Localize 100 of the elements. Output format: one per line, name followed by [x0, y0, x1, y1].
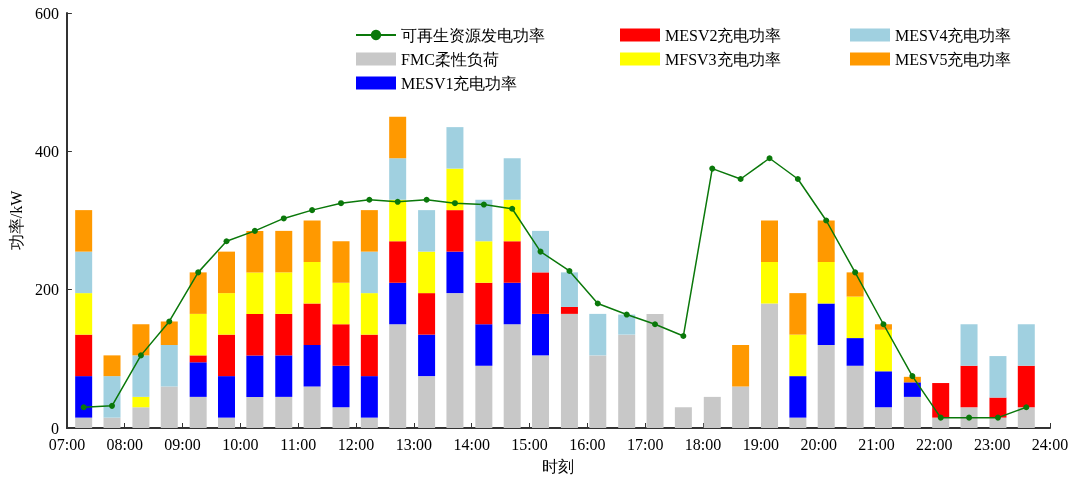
bar: [218, 334, 236, 377]
bar: [761, 262, 779, 304]
bar: [103, 376, 121, 418]
bar: [446, 168, 464, 211]
bar: [874, 407, 892, 428]
point: [423, 196, 430, 203]
bar: [246, 230, 264, 273]
bar: [160, 321, 178, 345]
bar: [275, 396, 293, 428]
x-axis-title: 时刻: [542, 457, 575, 475]
bar: [132, 407, 150, 428]
bar: [189, 272, 207, 314]
bar: [389, 324, 407, 428]
bar: [817, 345, 835, 428]
bar: [761, 303, 779, 428]
bar: [989, 417, 1007, 428]
x-tick-label: 24:00: [1031, 435, 1069, 453]
x-tick-label: 15:00: [511, 435, 548, 453]
bar: [618, 314, 636, 335]
bar: [846, 338, 864, 366]
bar: [418, 376, 436, 428]
bar: [446, 210, 464, 252]
bar: [932, 383, 950, 418]
x-tick-label: 13:00: [395, 435, 433, 453]
point: [480, 201, 487, 208]
x-tick-label: 18:00: [684, 435, 722, 453]
bar: [503, 241, 521, 283]
bar: [560, 306, 578, 314]
point: [366, 196, 373, 203]
bar: [817, 303, 835, 345]
bar: [618, 334, 636, 428]
bar: [674, 407, 692, 428]
bar: [360, 293, 378, 335]
bar: [761, 220, 779, 262]
bar: [532, 272, 550, 314]
bar: [103, 355, 121, 377]
bar: [475, 199, 493, 242]
point: [394, 198, 401, 205]
bar: [303, 303, 321, 345]
bar: [218, 376, 236, 418]
point: [166, 318, 173, 325]
bar: [1017, 407, 1035, 428]
x-tick-label: 14:00: [453, 435, 490, 453]
bar: [874, 371, 892, 408]
bar: [475, 282, 493, 325]
bar: [903, 382, 921, 397]
bar: [132, 355, 150, 397]
y-tick-label: 400: [34, 142, 59, 160]
legend-label: MESV5充电功率: [895, 50, 1012, 68]
bar: [503, 158, 521, 200]
bar: [275, 313, 293, 356]
bar: [532, 313, 550, 356]
bar: [418, 251, 436, 294]
point: [766, 155, 773, 162]
bar: [389, 158, 407, 200]
x-tick-label: 19:00: [742, 435, 780, 453]
point: [223, 238, 230, 245]
point: [823, 217, 830, 224]
bar: [989, 356, 1007, 398]
bar: [246, 313, 264, 356]
bar: [989, 397, 1007, 418]
bar: [332, 241, 350, 283]
bar: [360, 376, 378, 418]
bar: [218, 417, 236, 428]
point: [594, 300, 601, 307]
point: [451, 200, 458, 207]
bar: [789, 293, 807, 335]
bar: [932, 417, 950, 428]
bar: [1017, 365, 1035, 408]
point: [509, 205, 516, 212]
bar: [960, 324, 978, 366]
point: [566, 267, 573, 274]
bar: [360, 417, 378, 428]
bar: [132, 396, 150, 408]
x-tick-label: 09:00: [164, 435, 201, 453]
bar: [589, 313, 607, 356]
legend-label: MESV2充电功率: [665, 26, 782, 44]
bar: [874, 329, 892, 372]
x-tick-label: 08:00: [106, 435, 143, 453]
bar: [789, 376, 807, 418]
x-tick-label: 20:00: [800, 435, 837, 453]
bar: [418, 334, 436, 377]
bar: [846, 365, 864, 428]
point: [909, 373, 916, 380]
bar: [189, 396, 207, 428]
bar: [703, 396, 721, 428]
bar: [189, 313, 207, 356]
bar: [218, 293, 236, 335]
bar: [360, 251, 378, 294]
bar: [789, 334, 807, 377]
bar: [532, 230, 550, 273]
bar: [332, 324, 350, 366]
bar: [589, 355, 607, 428]
bar: [389, 199, 407, 242]
point: [709, 165, 716, 172]
bar: [503, 324, 521, 428]
bar: [303, 345, 321, 387]
point: [652, 321, 659, 328]
point: [680, 333, 687, 340]
bar: [332, 407, 350, 428]
